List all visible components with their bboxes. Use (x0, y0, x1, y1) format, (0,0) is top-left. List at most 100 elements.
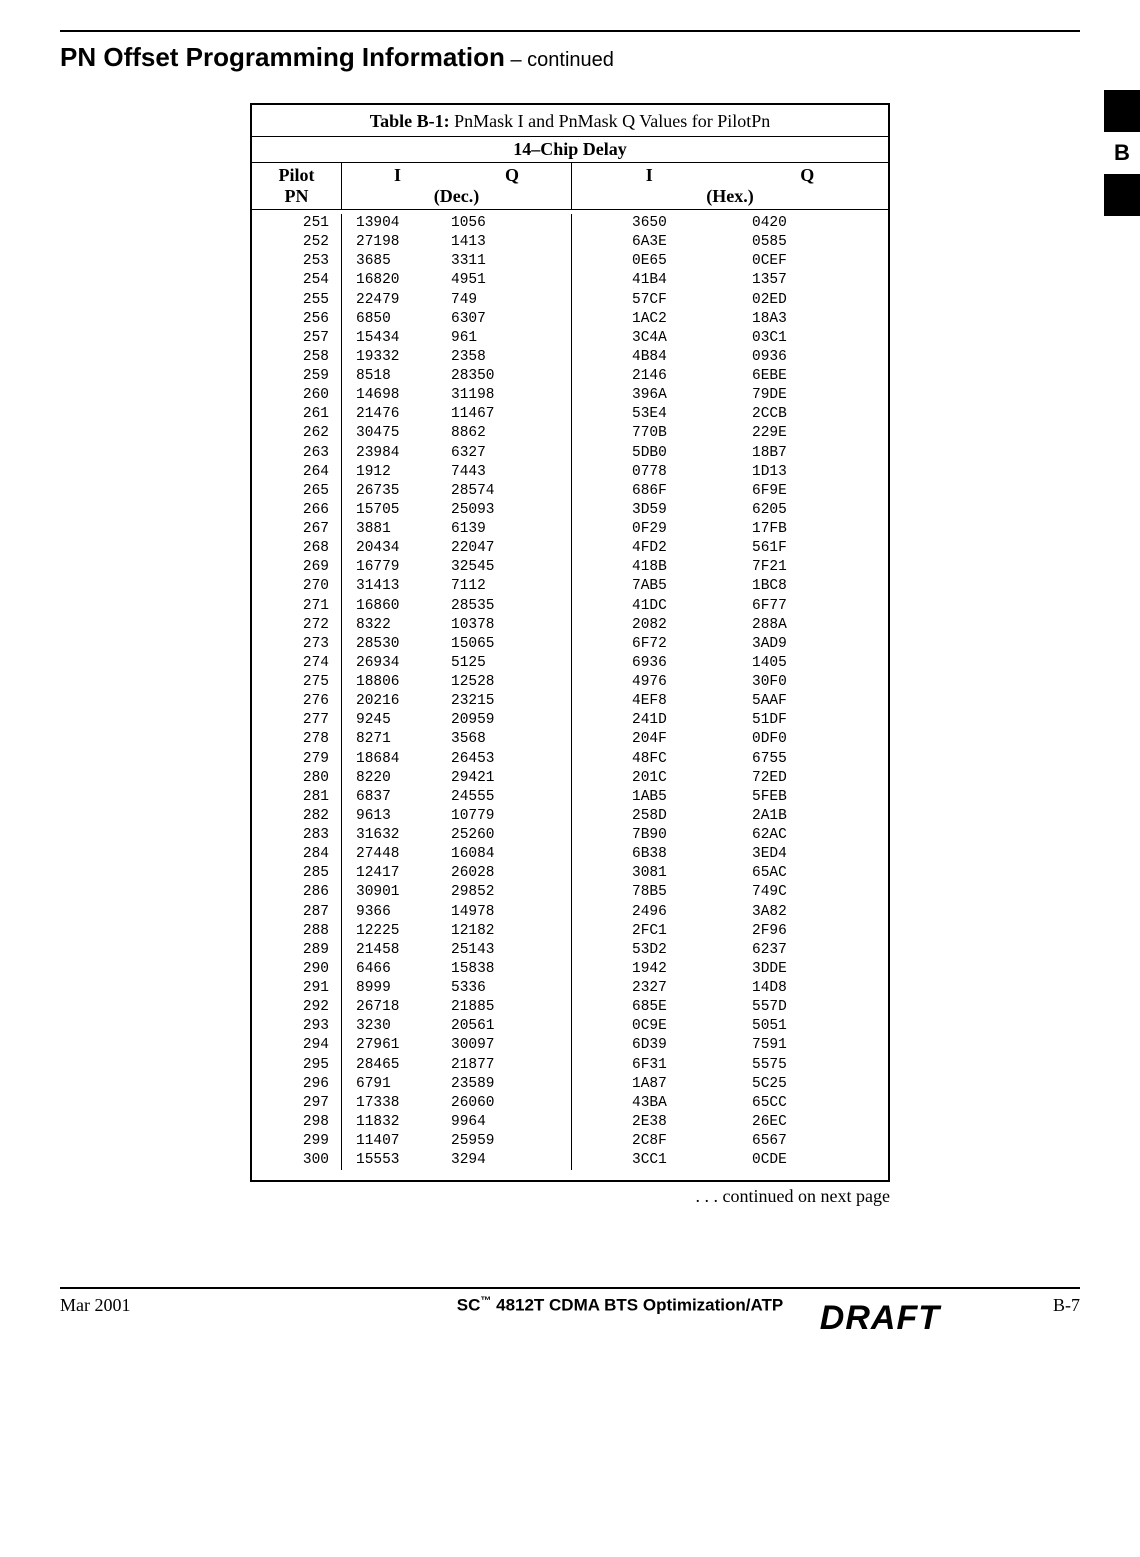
cell-dec-i: 28465 (356, 1056, 451, 1075)
column-hex: 365004206A3E05850E650CEF41B4135757CF02ED… (572, 214, 888, 1170)
side-tab-block-bottom (1104, 174, 1140, 216)
cell-hex-i: 6A3E (632, 233, 752, 252)
cell-hex-q: 51DF (752, 711, 787, 730)
cell-dec-q: 15838 (451, 960, 495, 979)
table-row: 258D2A1B (632, 807, 888, 826)
cell-dec-i: 18684 (356, 750, 451, 769)
cell-dec-q: 25093 (451, 501, 495, 520)
cell-hex-q: 3ED4 (752, 845, 787, 864)
cell-pn: 278 (252, 730, 329, 749)
cell-hex-i: 2C8F (632, 1132, 752, 1151)
cell-hex-q: 6237 (752, 941, 787, 960)
table-row: 679123589 (356, 1075, 571, 1094)
cell-hex-q: 02ED (752, 291, 787, 310)
cell-dec-q: 21877 (451, 1056, 495, 1075)
table-title-bold: Table B-1: (370, 111, 450, 131)
cell-hex-i: 6D39 (632, 1036, 752, 1055)
cell-dec-i: 19332 (356, 348, 451, 367)
table-row: 0F2917FB (632, 520, 888, 539)
cell-pn: 283 (252, 826, 329, 845)
cell-dec-i: 11832 (356, 1113, 451, 1132)
table-row: 239846327 (356, 444, 571, 463)
cell-hex-i: 0C9E (632, 1017, 752, 1036)
cell-dec-q: 28574 (451, 482, 495, 501)
table-row: 323020561 (356, 1017, 571, 1036)
cell-pn: 282 (252, 807, 329, 826)
cell-pn: 252 (252, 233, 329, 252)
cell-dec-q: 21885 (451, 998, 495, 1017)
table-row: 2E3826EC (632, 1113, 888, 1132)
cell-dec-i: 21458 (356, 941, 451, 960)
table-row: 7B9062AC (632, 826, 888, 845)
table-row: 38816139 (356, 520, 571, 539)
cell-dec-i: 27448 (356, 845, 451, 864)
cell-hex-q: 5C25 (752, 1075, 787, 1094)
cell-dec-q: 8862 (451, 424, 486, 443)
table-row: 646615838 (356, 960, 571, 979)
footer-sc: SC (457, 1296, 481, 1315)
table-row: 155533294 (356, 1151, 571, 1170)
cell-hex-q: 5051 (752, 1017, 787, 1036)
table-row: 3163225260 (356, 826, 571, 845)
table-row: 1A875C25 (632, 1075, 888, 1094)
cell-pn: 291 (252, 979, 329, 998)
cell-dec-i: 31413 (356, 577, 451, 596)
cell-dec-i: 27961 (356, 1036, 451, 1055)
cell-dec-q: 10779 (451, 807, 495, 826)
cell-hex-q: 6755 (752, 750, 787, 769)
cell-hex-i: 57CF (632, 291, 752, 310)
table-row: 314137112 (356, 577, 571, 596)
cell-dec-q: 30097 (451, 1036, 495, 1055)
table-row: 24963A82 (632, 903, 888, 922)
cell-dec-q: 26453 (451, 750, 495, 769)
cell-hex-i: 6B38 (632, 845, 752, 864)
cell-hex-i: 2FC1 (632, 922, 752, 941)
table-row: 4FD2561F (632, 539, 888, 558)
cell-hex-q: 03C1 (752, 329, 787, 348)
table-header: Pilot PN I Q (Dec.) I Q (Hex.) (252, 163, 888, 210)
header-hex-sub: (Hex.) (572, 186, 888, 207)
table-row: 1868426453 (356, 750, 571, 769)
table-row: 832210378 (356, 616, 571, 635)
table-row: 53E42CCB (632, 405, 888, 424)
table-row: 241D51DF (632, 711, 888, 730)
cell-hex-q: 5575 (752, 1056, 787, 1075)
footer-product: 4812T CDMA BTS Optimization/ATP (496, 1296, 783, 1315)
cell-dec-q: 7443 (451, 463, 486, 482)
cell-pn: 281 (252, 788, 329, 807)
cell-dec-i: 30475 (356, 424, 451, 443)
table-row: 69361405 (632, 654, 888, 673)
footer-page-number: B-7 (980, 1295, 1080, 1316)
table-row: 89995336 (356, 979, 571, 998)
cell-hex-q: 0DF0 (752, 730, 787, 749)
table-body: 2512522532542552562572582592602612622632… (252, 210, 888, 1180)
side-tab-label: B (1104, 132, 1140, 174)
cell-hex-i: 2327 (632, 979, 752, 998)
table-row: 68506307 (356, 310, 571, 329)
cell-hex-q: 1357 (752, 271, 787, 290)
column-dec: 1390410562719814133685331116820495122479… (342, 214, 572, 1170)
cell-dec-q: 28535 (451, 597, 495, 616)
table-title-rest: PnMask I and PnMask Q Values for PilotPn (450, 111, 771, 131)
cell-dec-i: 8518 (356, 367, 451, 386)
table-row: 308165AC (632, 864, 888, 883)
cell-dec-i: 20434 (356, 539, 451, 558)
cell-hex-q: 6567 (752, 1132, 787, 1151)
cell-hex-i: 3C4A (632, 329, 752, 348)
table-row: 1140725959 (356, 1132, 571, 1151)
cell-hex-i: 396A (632, 386, 752, 405)
cell-dec-q: 23589 (451, 1075, 495, 1094)
cell-hex-i: 201C (632, 769, 752, 788)
cell-hex-q: 0585 (752, 233, 787, 252)
cell-hex-q: 17FB (752, 520, 787, 539)
cell-hex-i: 7AB5 (632, 577, 752, 596)
table-row: 36853311 (356, 252, 571, 271)
header-dec-i: I (394, 165, 401, 186)
cell-hex-i: 2082 (632, 616, 752, 635)
cell-hex-q: 0CDE (752, 1151, 787, 1170)
cell-dec-q: 26028 (451, 864, 495, 883)
cell-hex-i: 78B5 (632, 883, 752, 902)
cell-dec-i: 21476 (356, 405, 451, 424)
cell-hex-i: 2496 (632, 903, 752, 922)
cell-pn: 264 (252, 463, 329, 482)
